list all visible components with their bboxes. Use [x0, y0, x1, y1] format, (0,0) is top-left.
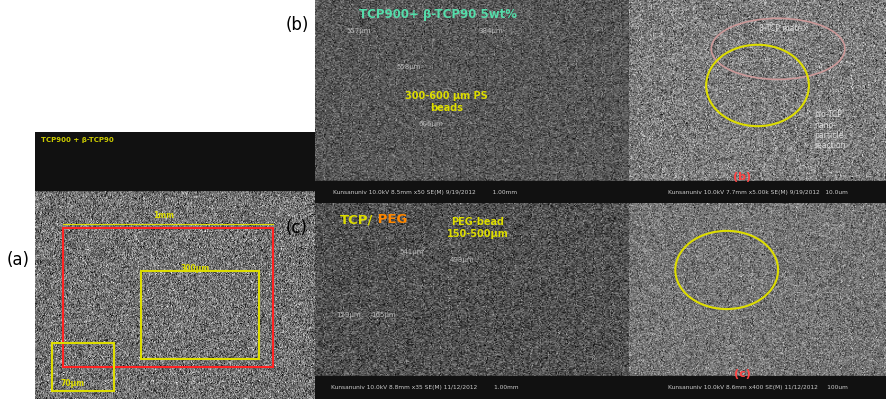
Text: 557μm: 557μm — [346, 28, 370, 34]
Text: Kunsanuniv 10.0kV 8.6mm x400 SE(M) 11/12/2012     100um: Kunsanuniv 10.0kV 8.6mm x400 SE(M) 11/12… — [667, 385, 848, 390]
Bar — [35, 132, 315, 190]
Text: (b): (b) — [733, 172, 751, 182]
Text: (b): (b) — [285, 16, 308, 34]
Bar — [52, 343, 113, 391]
Text: PEG: PEG — [373, 213, 407, 226]
Text: TCP900 + β-TCP90: TCP900 + β-TCP90 — [41, 137, 113, 143]
Text: 300μm: 300μm — [181, 265, 210, 273]
Bar — [142, 271, 259, 359]
Bar — [64, 228, 273, 367]
Text: bio-TCP
nano-
particle
reaction: bio-TCP nano- particle reaction — [814, 110, 845, 150]
Bar — [629, 375, 886, 399]
Text: 159μm: 159μm — [337, 312, 361, 318]
Text: 384μm: 384μm — [478, 28, 502, 34]
Text: 165μm: 165μm — [371, 312, 396, 318]
Text: 558μm: 558μm — [396, 64, 421, 70]
Text: TCP/: TCP/ — [339, 213, 373, 226]
Bar — [629, 181, 886, 203]
Text: Kunsanuniv 10.0kV 8.8mm x35 SE(M) 11/12/2012         1.00mm: Kunsanuniv 10.0kV 8.8mm x35 SE(M) 11/12/… — [330, 385, 518, 390]
Bar — [315, 375, 629, 399]
Text: (a): (a) — [6, 251, 29, 269]
Text: 70μm: 70μm — [60, 379, 85, 388]
Text: β-TCP matrix: β-TCP matrix — [759, 24, 807, 33]
Text: 1mm: 1mm — [152, 211, 174, 220]
Text: 300-600 μm PS
beads: 300-600 μm PS beads — [405, 91, 488, 113]
Text: 541μm: 541μm — [400, 249, 424, 255]
Text: Kunsanuniv 10.0kV 8.5mm x50 SE(M) 9/19/2012         1.00mm: Kunsanuniv 10.0kV 8.5mm x50 SE(M) 9/19/2… — [332, 190, 517, 195]
Text: TCP900+ β-TCP90 5wt%: TCP900+ β-TCP90 5wt% — [359, 8, 517, 21]
Text: Kunsanuniv 10.0kV 7.7mm x5.00k SE(M) 9/19/2012   10.0um: Kunsanuniv 10.0kV 7.7mm x5.00k SE(M) 9/1… — [667, 190, 848, 195]
Text: PEG-bead
150-500μm: PEG-bead 150-500μm — [447, 217, 509, 239]
Text: 606μm: 606μm — [418, 121, 443, 127]
Text: (c): (c) — [285, 219, 307, 237]
Text: 499μm: 499μm — [450, 257, 474, 263]
Text: (c): (c) — [734, 369, 750, 379]
Bar — [315, 181, 629, 203]
